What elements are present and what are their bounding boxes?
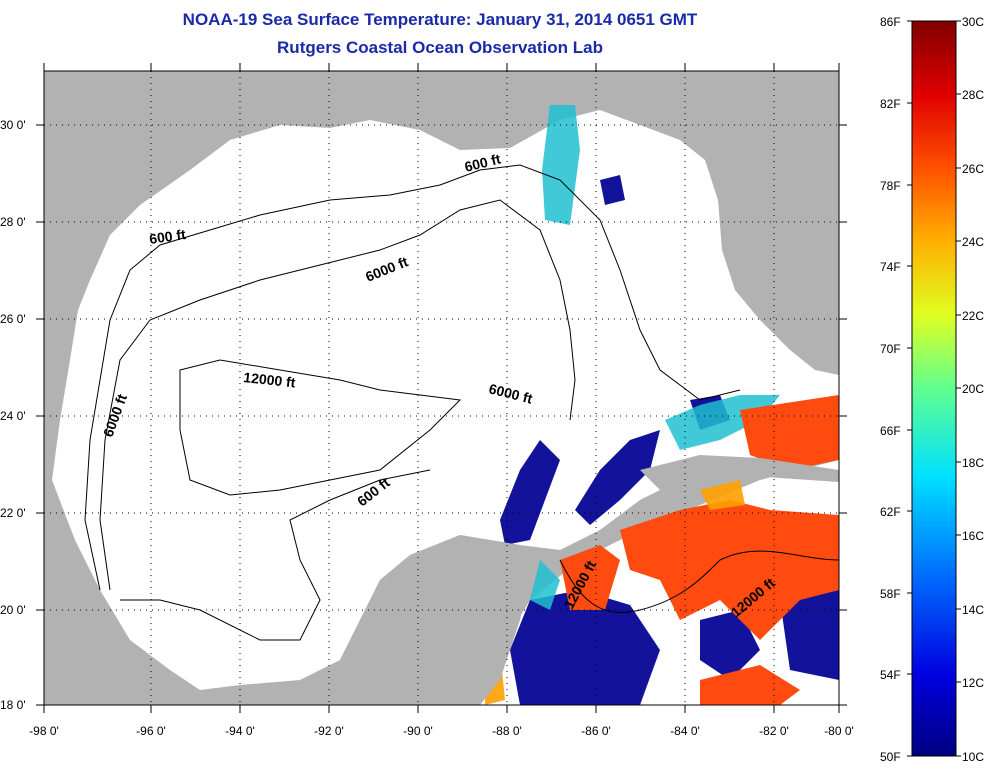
lat-label-28: 28 0' (0, 215, 26, 229)
contour-label-600-nw: 600 ft (148, 226, 187, 247)
colorbar-c-label-12: 12C (962, 676, 984, 690)
lon-label-86: -86 0' (581, 724, 611, 738)
colorbar-f-label-58: 58F (880, 587, 901, 601)
cuba-landmass (640, 455, 839, 490)
bathymetry-contours (84, 164, 839, 641)
lon-label-82: -82 0' (759, 724, 789, 738)
map-title: NOAA-19 Sea Surface Temperature: January… (182, 10, 698, 29)
lat-label-20: 20 0' (0, 603, 26, 617)
colorbar-c-label-28: 28C (962, 88, 984, 102)
lon-label-88: -88 0' (492, 724, 522, 738)
colorbar-ticks (907, 20, 961, 757)
colorbar-c-label-22: 22C (962, 309, 984, 323)
colorbar-c-label-18: 18C (962, 456, 984, 470)
lon-label-96: -96 0' (136, 724, 166, 738)
map-frame (43, 70, 840, 706)
colorbar-f-label-66: 66F (880, 424, 901, 438)
lat-ticks (36, 124, 847, 706)
lon-label-80: -80 0' (824, 724, 854, 738)
colorbar-f-label-74: 74F (880, 260, 901, 274)
colorbar-c-label-20: 20C (962, 382, 984, 396)
sst-warm-pixels (560, 395, 839, 705)
colorbar-c-label-26: 26C (962, 162, 984, 176)
contour-label-12000: 12000 ft (243, 369, 297, 390)
graticule (44, 71, 839, 705)
colorbar-c-label-14: 14C (962, 603, 984, 617)
colorbar-f-label-86: 86F (880, 15, 901, 29)
lon-label-90: -90 0' (403, 724, 433, 738)
colorbar-f-label-70: 70F (880, 342, 901, 356)
colorbar-f-label-82: 82F (880, 97, 901, 111)
colorbar-c-label-30: 30C (962, 15, 984, 29)
lat-label-30: 30 0' (0, 118, 26, 132)
gulf-of-mexico-water (52, 110, 839, 690)
lon-label-92: -92 0' (314, 724, 344, 738)
lat-label-18: 18 0' (0, 698, 26, 712)
lat-label-22: 22 0' (0, 506, 26, 520)
lon-label-98: -98 0' (29, 724, 59, 738)
sst-cold-pixels (500, 175, 839, 705)
colorbar-f-label-54: 54F (880, 668, 901, 682)
lon-label-84: -84 0' (670, 724, 700, 738)
colorbar-c-label-16: 16C (962, 529, 984, 543)
colorbar-f-label-62: 62F (880, 505, 901, 519)
lon-ticks (43, 63, 840, 713)
map-subtitle: Rutgers Coastal Ocean Observation Lab (277, 38, 603, 57)
colorbar-f-label-78: 78F (880, 179, 901, 193)
lon-label-94: -94 0' (225, 724, 255, 738)
colorbar-c-label-10: 10C (962, 750, 984, 764)
temperature-colorbar (911, 20, 957, 757)
colorbar-c-label-24: 24C (962, 235, 984, 249)
colorbar-f-label-50: 50F (880, 750, 901, 764)
lat-label-26: 26 0' (0, 312, 26, 326)
lat-label-24: 24 0' (0, 409, 26, 423)
